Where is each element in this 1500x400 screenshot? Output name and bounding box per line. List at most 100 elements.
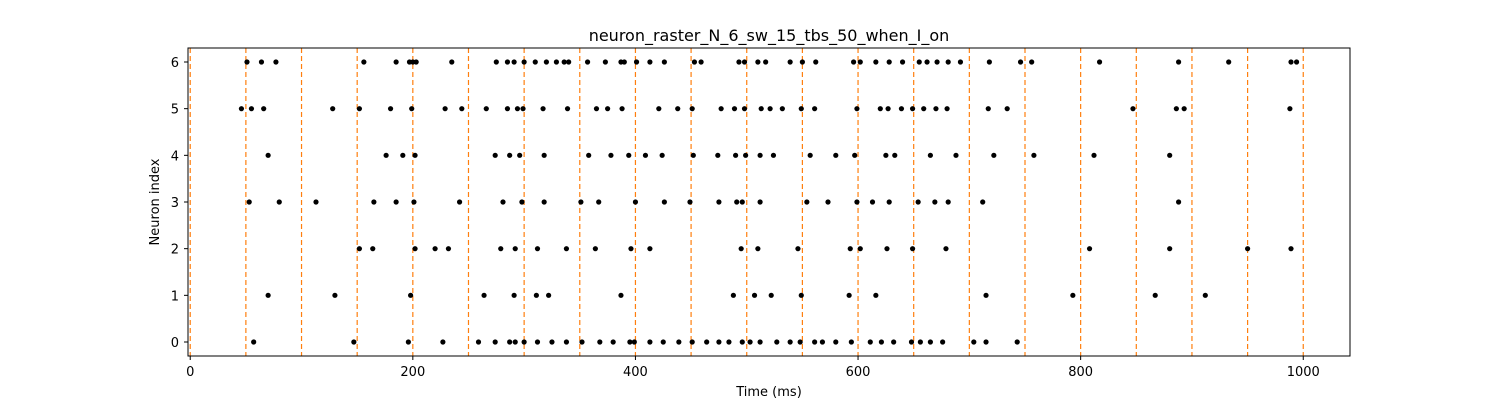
spike-neuron-1 bbox=[983, 292, 989, 298]
spike-neuron-2 bbox=[795, 246, 801, 252]
spike-neuron-3 bbox=[854, 199, 860, 205]
spike-neuron-3 bbox=[980, 199, 986, 205]
x-tick-label: 1000 bbox=[1287, 365, 1320, 380]
y-tick-label: 5 bbox=[171, 103, 179, 118]
chart-title: neuron_raster_N_6_sw_15_tbs_50_when_I_on bbox=[589, 26, 950, 46]
spike-neuron-5 bbox=[779, 106, 785, 112]
spike-neuron-0 bbox=[774, 339, 780, 345]
spike-neuron-0 bbox=[819, 339, 826, 345]
spike-neuron-2 bbox=[445, 246, 452, 252]
spike-neuron-1 bbox=[873, 292, 879, 298]
spike-neuron-5 bbox=[1173, 106, 1179, 112]
spike-neuron-0 bbox=[492, 339, 498, 345]
spike-neuron-3 bbox=[825, 199, 831, 205]
y-axis: 0 1 2 3 4 5 6 bbox=[171, 56, 188, 351]
spike-neuron-6 bbox=[532, 59, 538, 65]
spike-neuron-6 bbox=[741, 59, 748, 65]
spike-neuron-6 bbox=[1175, 59, 1182, 65]
spike-neuron-2 bbox=[1167, 246, 1173, 252]
spike-neuron-5 bbox=[619, 106, 625, 112]
spike-neuron-4 bbox=[492, 152, 498, 158]
spike-neuron-0 bbox=[927, 339, 933, 345]
spike-neuron-4 bbox=[690, 152, 696, 158]
spike-neuron-2 bbox=[884, 246, 890, 252]
spike-neuron-5 bbox=[656, 106, 662, 112]
spike-neuron-5 bbox=[1130, 106, 1136, 112]
spike-neuron-5 bbox=[767, 106, 773, 112]
spike-neuron-5 bbox=[356, 106, 363, 112]
spike-neuron-3 bbox=[371, 199, 377, 205]
spike-neuron-3 bbox=[661, 199, 667, 205]
spike-neuron-3 bbox=[757, 199, 763, 205]
spike-neuron-3 bbox=[596, 199, 602, 205]
spike-neuron-5 bbox=[593, 106, 600, 112]
spike-neuron-3 bbox=[246, 199, 252, 205]
spike-neuron-2 bbox=[1245, 246, 1251, 252]
spike-neuron-6 bbox=[691, 59, 698, 65]
spike-neuron-4 bbox=[1091, 152, 1097, 158]
spike-neuron-5 bbox=[330, 106, 336, 112]
spike-neuron-0 bbox=[549, 339, 555, 345]
spike-neuron-6 bbox=[799, 59, 805, 65]
spike-neuron-5 bbox=[540, 106, 546, 112]
spike-neuron-4 bbox=[586, 152, 592, 158]
spike-neuron-4 bbox=[265, 152, 271, 158]
spike-neuron-0 bbox=[787, 339, 793, 345]
spike-neuron-4 bbox=[927, 152, 933, 158]
x-tick-label: 600 bbox=[846, 365, 871, 380]
spike-neuron-4 bbox=[642, 152, 649, 158]
spike-neuron-5 bbox=[731, 106, 738, 112]
spike-neuron-0 bbox=[797, 339, 803, 345]
spike-neuron-0 bbox=[1014, 339, 1020, 345]
spike-neuron-3 bbox=[500, 199, 506, 205]
spike-neuron-0 bbox=[940, 339, 946, 345]
spike-neuron-3 bbox=[456, 199, 463, 205]
spike-neuron-1 bbox=[798, 292, 804, 298]
spike-neuron-3 bbox=[804, 199, 810, 205]
spike-neuron-2 bbox=[738, 246, 744, 252]
spike-neuron-3 bbox=[1175, 199, 1182, 205]
spike-neuron-0 bbox=[848, 339, 854, 345]
spike-neuron-0 bbox=[867, 339, 873, 345]
spike-neuron-4 bbox=[507, 152, 513, 158]
x-axis: 0 200 400 600 800 1000 bbox=[186, 356, 1320, 380]
spike-neuron-0 bbox=[704, 339, 710, 345]
spike-neuron-4 bbox=[892, 152, 898, 158]
spike-neuron-4 bbox=[659, 152, 665, 158]
spike-neuron-4 bbox=[1031, 152, 1037, 158]
spike-neuron-6 bbox=[393, 59, 399, 65]
spike-neuron-5 bbox=[885, 106, 891, 112]
spike-neuron-4 bbox=[608, 152, 614, 158]
spike-neuron-6 bbox=[661, 59, 667, 65]
spike-neuron-3 bbox=[886, 199, 892, 205]
spike-neuron-3 bbox=[687, 199, 693, 205]
spike-neuron-5 bbox=[812, 106, 818, 112]
spike-neuron-6 bbox=[957, 59, 964, 65]
spike-neuron-4 bbox=[953, 152, 959, 158]
spike-neuron-0 bbox=[647, 339, 653, 345]
spike-neuron-6 bbox=[553, 59, 560, 65]
spike-neuron-2 bbox=[1288, 246, 1294, 252]
spike-neuron-4 bbox=[991, 152, 997, 158]
spike-neuron-2 bbox=[563, 246, 570, 252]
spike-neuron-6 bbox=[755, 59, 761, 65]
spike-neuron-5 bbox=[944, 106, 950, 112]
y-axis-label: Neuron index bbox=[148, 158, 163, 245]
spike-neuron-5 bbox=[741, 106, 748, 112]
spike-neuron-5 bbox=[718, 106, 724, 112]
spike-neuron-3 bbox=[313, 199, 319, 205]
spike-neuron-4 bbox=[833, 152, 839, 158]
spike-neuron-5 bbox=[758, 106, 764, 112]
spike-neuron-0 bbox=[534, 339, 541, 345]
spike-neuron-3 bbox=[393, 199, 399, 205]
spike-neuron-5 bbox=[1004, 106, 1010, 112]
spike-neuron-5 bbox=[605, 106, 611, 112]
spike-neuron-1 bbox=[730, 292, 736, 298]
spike-neuron-0 bbox=[689, 339, 695, 345]
spike-neuron-2 bbox=[909, 246, 916, 252]
spike-neuron-6 bbox=[934, 59, 940, 65]
spike-neuron-6 bbox=[258, 59, 265, 65]
spike-neuron-5 bbox=[504, 106, 511, 112]
spike-neuron-5 bbox=[248, 106, 255, 112]
